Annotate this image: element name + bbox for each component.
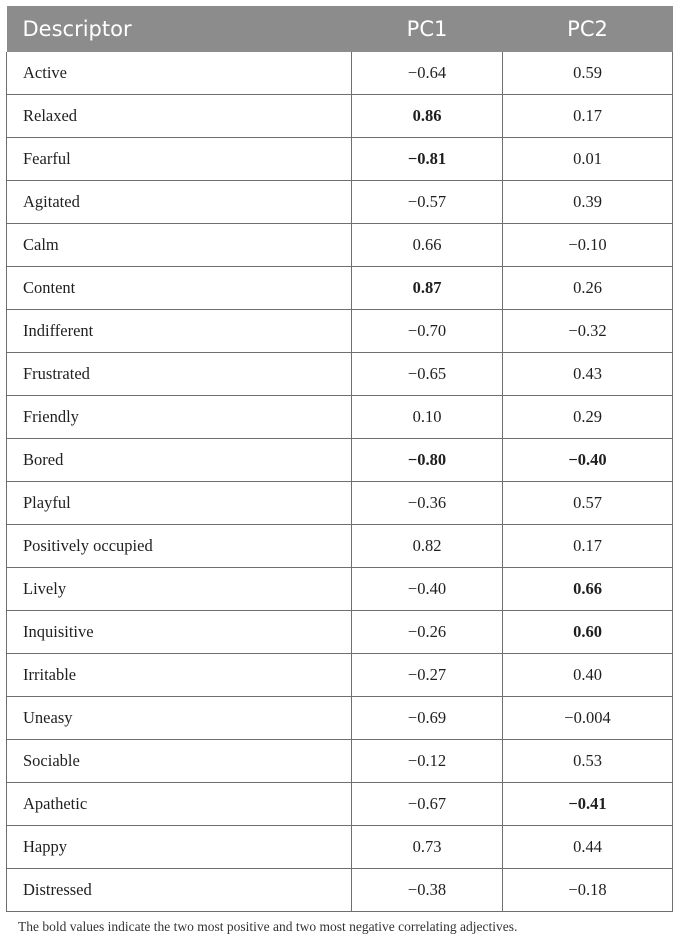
pc2-cell: 0.17 — [502, 94, 673, 138]
pc2-cell: −0.41 — [502, 782, 673, 826]
pc2-cell: 0.17 — [502, 524, 673, 568]
table-row: Active −0.64 0.59 — [6, 52, 673, 95]
pc2-cell: 0.44 — [502, 825, 673, 869]
descriptor-cell: Bored — [6, 438, 352, 482]
table-footnote: The bold values indicate the two most po… — [18, 919, 518, 934]
table-row: Uneasy −0.69 −0.004 — [6, 696, 673, 740]
descriptor-cell: Uneasy — [6, 696, 352, 740]
pc2-cell: −0.004 — [502, 696, 673, 740]
table-row: Lively −0.40 0.66 — [6, 567, 673, 611]
table-body: Active −0.64 0.59 Relaxed 0.86 0.17 Fearful −0.… — [6, 52, 673, 912]
pc2-cell: 0.60 — [502, 610, 673, 654]
pc2-cell: 0.26 — [502, 266, 673, 310]
pc2-cell: −0.18 — [502, 868, 673, 912]
pc2-cell: −0.10 — [502, 223, 673, 267]
descriptor-cell: Frustrated — [6, 352, 352, 396]
table-row: Irritable −0.27 0.40 — [6, 653, 673, 697]
table-header-row: Descriptor PC1 PC2 — [6, 6, 673, 52]
pc2-cell: 0.66 — [502, 567, 673, 611]
pc1-cell: −0.65 — [351, 352, 503, 396]
pc2-cell: −0.32 — [502, 309, 673, 353]
pc2-cell: 0.39 — [502, 180, 673, 224]
table-row: Fearful −0.81 0.01 — [6, 137, 673, 181]
pc1-cell: 0.66 — [351, 223, 503, 267]
descriptor-cell: Apathetic — [6, 782, 352, 826]
descriptor-cell: Inquisitive — [6, 610, 352, 654]
pc1-cell: −0.57 — [351, 180, 503, 224]
pc2-cell: 0.40 — [502, 653, 673, 697]
table-row: Agitated −0.57 0.39 — [6, 180, 673, 224]
pc1-cell: −0.40 — [351, 567, 503, 611]
table-row: Happy 0.73 0.44 — [6, 825, 673, 869]
descriptor-cell: Sociable — [6, 739, 352, 783]
descriptor-cell: Lively — [6, 567, 352, 611]
descriptor-cell: Relaxed — [6, 94, 352, 138]
pc1-cell: −0.69 — [351, 696, 503, 740]
pc1-cell: −0.38 — [351, 868, 503, 912]
loadings-table: Descriptor PC1 PC2 Active −0.64 0.59 Relaxe… — [6, 6, 673, 912]
pc1-cell: −0.26 — [351, 610, 503, 654]
descriptor-cell: Calm — [6, 223, 352, 267]
table-row: Content 0.87 0.26 — [6, 266, 673, 310]
descriptor-cell: Friendly — [6, 395, 352, 439]
table-row: Distressed −0.38 −0.18 — [6, 868, 673, 912]
table-row: Positively occupied 0.82 0.17 — [6, 524, 673, 568]
pc1-cell: −0.67 — [351, 782, 503, 826]
pc1-cell: −0.81 — [351, 137, 503, 181]
descriptor-cell: Playful — [6, 481, 352, 525]
pc2-cell: 0.01 — [502, 137, 673, 181]
table-row: Calm 0.66 −0.10 — [6, 223, 673, 267]
table-row: Sociable −0.12 0.53 — [6, 739, 673, 783]
pc2-cell: 0.59 — [502, 52, 673, 95]
pc1-cell: 0.87 — [351, 266, 503, 310]
pc1-cell: 0.82 — [351, 524, 503, 568]
descriptor-cell: Happy — [6, 825, 352, 869]
descriptor-cell: Indifferent — [6, 309, 352, 353]
pc2-cell: 0.43 — [502, 352, 673, 396]
pc1-cell: −0.64 — [351, 52, 503, 95]
pc1-cell: −0.12 — [351, 739, 503, 783]
table-row: Playful −0.36 0.57 — [6, 481, 673, 525]
pc1-cell: −0.27 — [351, 653, 503, 697]
descriptor-cell: Irritable — [6, 653, 352, 697]
column-header-descriptor: Descriptor — [6, 6, 352, 52]
pc1-cell: −0.70 — [351, 309, 503, 353]
column-header-pc2: PC2 — [502, 6, 673, 52]
loadings-table-container: Descriptor PC1 PC2 Active −0.64 0.59 Relaxe… — [6, 6, 673, 912]
descriptor-cell: Active — [6, 52, 352, 95]
table-row: Apathetic −0.67 −0.41 — [6, 782, 673, 826]
descriptor-cell: Content — [6, 266, 352, 310]
descriptor-cell: Positively occupied — [6, 524, 352, 568]
descriptor-cell: Distressed — [6, 868, 352, 912]
pc1-cell: 0.86 — [351, 94, 503, 138]
table-row: Relaxed 0.86 0.17 — [6, 94, 673, 138]
column-header-pc1: PC1 — [351, 6, 503, 52]
descriptor-cell: Fearful — [6, 137, 352, 181]
descriptor-cell: Agitated — [6, 180, 352, 224]
pc1-cell: 0.10 — [351, 395, 503, 439]
pc1-cell: −0.80 — [351, 438, 503, 482]
table-row: Frustrated −0.65 0.43 — [6, 352, 673, 396]
table-row: Bored −0.80 −0.40 — [6, 438, 673, 482]
pc2-cell: −0.40 — [502, 438, 673, 482]
pc1-cell: 0.73 — [351, 825, 503, 869]
pc2-cell: 0.53 — [502, 739, 673, 783]
table-row: Friendly 0.10 0.29 — [6, 395, 673, 439]
pc1-cell: −0.36 — [351, 481, 503, 525]
table-row: Indifferent −0.70 −0.32 — [6, 309, 673, 353]
pc2-cell: 0.57 — [502, 481, 673, 525]
pc2-cell: 0.29 — [502, 395, 673, 439]
table-row: Inquisitive −0.26 0.60 — [6, 610, 673, 654]
